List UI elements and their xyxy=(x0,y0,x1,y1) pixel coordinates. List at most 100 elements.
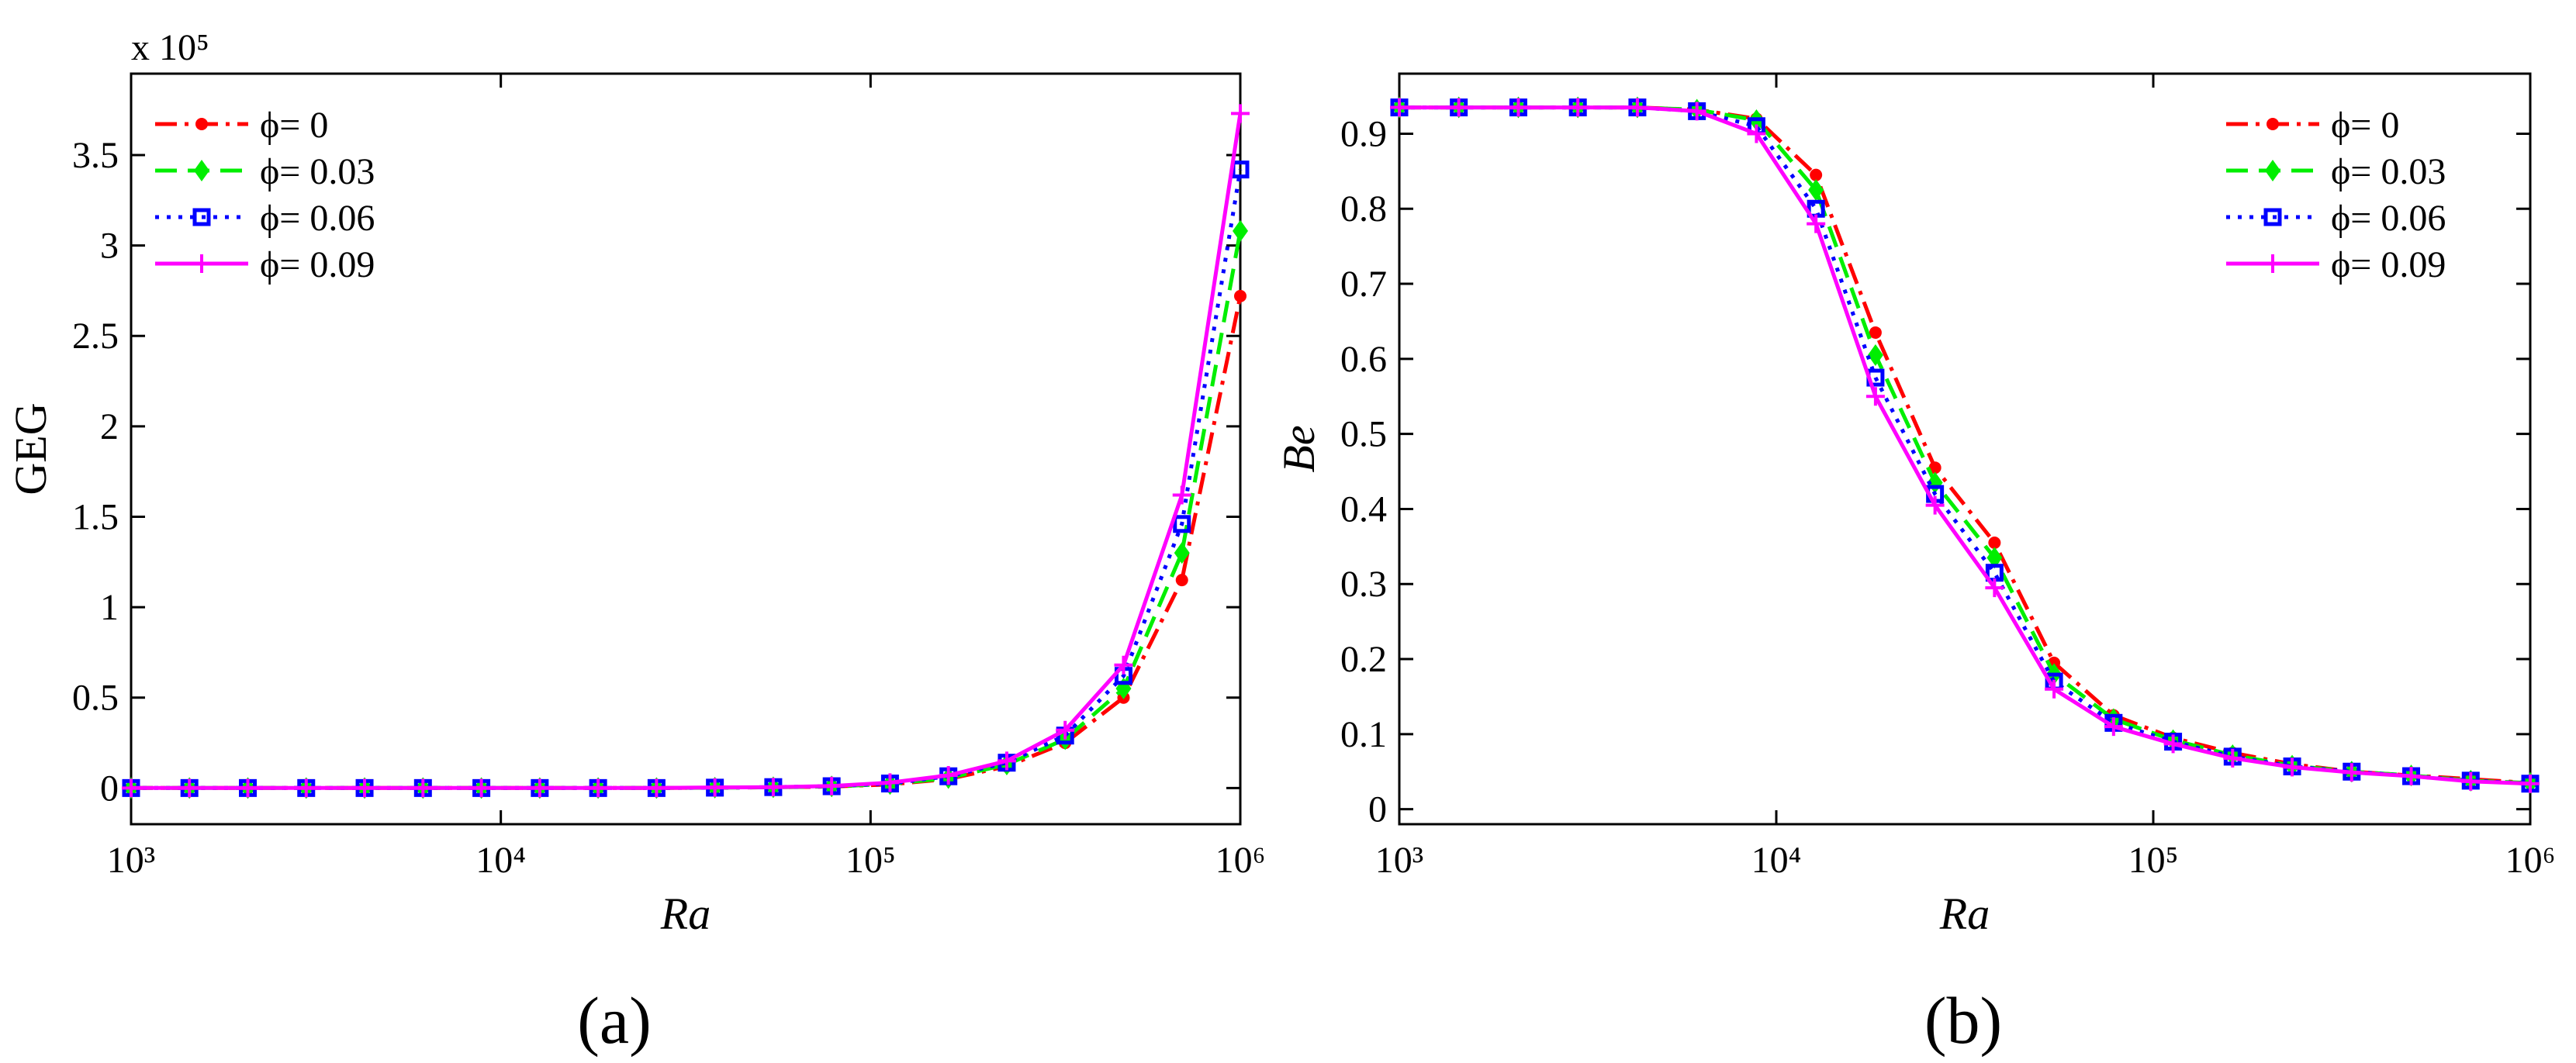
marker xyxy=(1869,326,1882,339)
marker xyxy=(1867,344,1883,366)
y-tick-label: 1.5 xyxy=(72,496,119,537)
x-tick-label: 10⁴ xyxy=(475,840,526,881)
x-tick-label: 10⁵ xyxy=(845,840,896,881)
y-tick-label: 0.8 xyxy=(1340,188,1387,230)
marker xyxy=(1231,104,1250,123)
marker xyxy=(1234,289,1247,302)
legend-label: ϕ= 0.03 xyxy=(2331,151,2446,192)
x-tick-label: 10⁵ xyxy=(2128,840,2179,881)
marker xyxy=(1175,574,1188,587)
legend-label: ϕ= 0.03 xyxy=(260,151,375,192)
plot-frame xyxy=(1398,72,2532,826)
marker xyxy=(192,208,211,226)
marker xyxy=(1114,655,1133,675)
marker xyxy=(1509,98,1528,117)
marker xyxy=(194,160,209,181)
marker xyxy=(1233,219,1248,242)
y-axis-label: Be xyxy=(1274,425,1324,472)
marker xyxy=(1865,387,1885,406)
marker xyxy=(1173,515,1191,533)
marker xyxy=(939,766,958,785)
marker xyxy=(880,773,900,792)
marker xyxy=(1627,98,1647,117)
marker xyxy=(2401,767,2421,786)
marker xyxy=(1808,179,1824,202)
x-axis-label: Ra xyxy=(1939,889,1990,939)
marker xyxy=(1568,98,1588,117)
marker xyxy=(296,778,316,798)
marker xyxy=(1925,495,1945,515)
marker xyxy=(705,778,724,797)
x-tick-label: 10⁴ xyxy=(1751,840,1802,881)
y-tick-label: 0.3 xyxy=(1340,564,1387,605)
marker xyxy=(589,778,608,798)
marker xyxy=(1988,537,2001,549)
y-tick-label: 3 xyxy=(100,226,119,267)
legend-label: ϕ= 0.06 xyxy=(2331,198,2446,239)
series-line xyxy=(131,230,1243,790)
marker xyxy=(1928,461,1942,475)
caption: (a) xyxy=(577,983,651,1058)
series-line xyxy=(131,169,1243,790)
marker xyxy=(1390,98,1409,117)
marker xyxy=(1985,578,2004,598)
marker xyxy=(2521,774,2540,793)
marker xyxy=(2045,679,2064,699)
marker xyxy=(413,778,433,798)
marker xyxy=(192,254,211,273)
marker xyxy=(2461,771,2481,791)
y-tick-label: 0.5 xyxy=(72,678,119,719)
y-tick-label: 0.7 xyxy=(1340,264,1387,305)
x-tick-label: 10⁶ xyxy=(2505,840,2556,881)
y-tick-label: 2 xyxy=(100,406,119,447)
y-tick-label: 0 xyxy=(100,768,119,809)
y-tick-label: 0.4 xyxy=(1340,488,1387,530)
marker xyxy=(1172,485,1191,505)
marker xyxy=(1174,542,1190,564)
series-line xyxy=(131,112,1243,790)
x-tick-label: 10³ xyxy=(1375,840,1423,881)
x-tick-label: 10⁶ xyxy=(1215,840,1266,881)
marker xyxy=(1687,102,1706,121)
marker xyxy=(2104,717,2123,737)
marker xyxy=(2223,748,2242,768)
y-axis-label: GEG xyxy=(5,402,56,495)
y-tick-label: 0.5 xyxy=(1340,414,1387,455)
marker xyxy=(355,778,375,798)
marker xyxy=(472,778,491,798)
marker xyxy=(1986,547,2003,569)
marker xyxy=(1449,98,1468,117)
x-tick-label: 10³ xyxy=(107,840,155,881)
y-tick-label: 0 xyxy=(1368,789,1387,830)
marker xyxy=(1056,720,1075,740)
marker xyxy=(2283,758,2302,777)
marker xyxy=(1807,214,1826,233)
marker xyxy=(180,778,199,798)
marker xyxy=(122,778,140,798)
plot-frame xyxy=(130,72,1242,826)
series-line xyxy=(1399,105,2531,786)
marker xyxy=(647,778,666,798)
marker xyxy=(763,778,783,797)
legend-label: ϕ= 0.06 xyxy=(260,198,375,239)
legend-label: ϕ= 0.09 xyxy=(2331,244,2446,285)
legend-label: ϕ= 0 xyxy=(2331,105,2399,146)
y-tick-label: 2.5 xyxy=(72,316,119,357)
legend-label: ϕ= 0.09 xyxy=(260,244,375,285)
y-tick-label: 0.1 xyxy=(1340,714,1387,755)
y-tick-label: 1 xyxy=(100,587,119,628)
marker xyxy=(195,118,208,130)
caption: (b) xyxy=(1924,983,2002,1058)
marker xyxy=(822,776,842,796)
marker xyxy=(1747,124,1766,143)
marker xyxy=(2265,160,2280,181)
x-axis-label: Ra xyxy=(660,889,711,939)
axis-multiplier: x 10⁵ xyxy=(131,27,209,68)
y-tick-label: 0.2 xyxy=(1340,639,1387,680)
y-tick-label: 0.9 xyxy=(1340,113,1387,154)
marker xyxy=(530,778,549,798)
marker xyxy=(997,751,1016,771)
y-tick-label: 3.5 xyxy=(72,135,119,176)
marker xyxy=(238,778,258,798)
